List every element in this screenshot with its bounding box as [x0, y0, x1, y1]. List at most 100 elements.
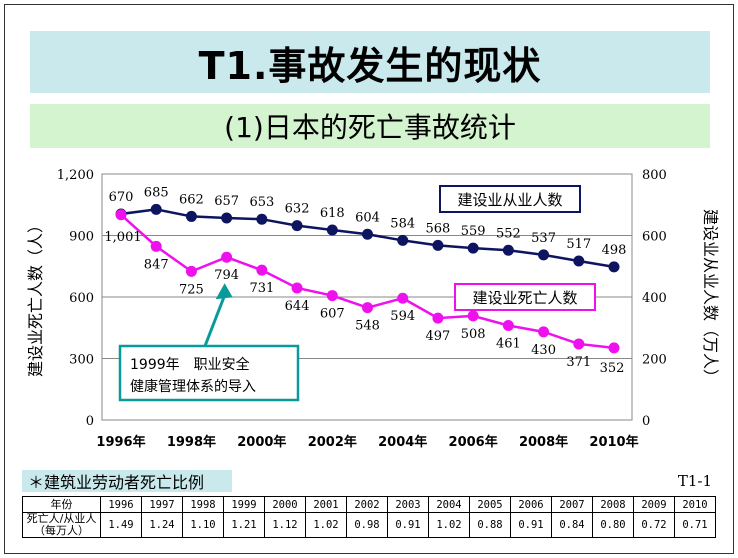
- workers-data-label: 662: [179, 192, 204, 207]
- deaths-data-label: 497: [426, 329, 451, 344]
- workers-data-label: 653: [249, 195, 274, 210]
- workers-point: [256, 213, 268, 225]
- y-left-tick-label: 900: [69, 230, 94, 245]
- workers-point: [185, 210, 197, 222]
- x-tick-label: 2002年: [308, 434, 357, 450]
- workers-data-label: 517: [566, 237, 591, 252]
- ratio-cell: 0.71: [674, 512, 716, 538]
- year-cell: 2009: [633, 496, 675, 513]
- workers-data-label: 568: [426, 221, 451, 236]
- workers-data-label: 537: [531, 231, 556, 246]
- workers-point: [291, 220, 303, 232]
- workers-point: [467, 242, 479, 254]
- year-header: 年份: [22, 496, 101, 513]
- workers-point: [150, 203, 162, 215]
- x-tick-label: 2004年: [378, 434, 427, 450]
- ratio-cell: 0.84: [551, 512, 593, 538]
- ratio-cell: 0.98: [346, 512, 388, 538]
- page-title: T1.事故发生的现状: [198, 43, 542, 88]
- deaths-data-label: 607: [320, 307, 345, 322]
- deaths-point: [115, 209, 127, 221]
- deaths-data-label: 794: [214, 268, 239, 283]
- y-right-tick-label: 800: [642, 168, 667, 183]
- y-left-tick-label: 300: [69, 353, 94, 368]
- deaths-point: [502, 319, 514, 331]
- year-cell: 2005: [469, 496, 511, 513]
- workers-legend-box: [439, 185, 581, 213]
- ratio-table: 年份 1996 1997 1998 1999 2000 2001 2002 20…: [22, 496, 716, 538]
- deaths-point: [362, 302, 373, 314]
- year-cell: 2003: [387, 496, 429, 513]
- slide-code: T1-1: [677, 472, 712, 490]
- y-right-tick-label: 0: [642, 414, 650, 429]
- deaths-data-label: 731: [249, 281, 274, 296]
- y-right-tick-label: 400: [642, 291, 667, 306]
- workers-point: [608, 261, 620, 273]
- workers-point: [573, 255, 585, 267]
- x-tick-label: 2006年: [449, 434, 498, 450]
- deaths-data-label: 725: [179, 282, 204, 297]
- deaths-point: [573, 338, 585, 350]
- year-cell: 2007: [551, 496, 593, 513]
- ratio-cell: 0.91: [510, 512, 552, 538]
- year-cell: 2004: [428, 496, 470, 513]
- ratio-cell: 0.80: [592, 512, 634, 538]
- year-cell: 2006: [510, 496, 552, 513]
- year-cell: 2010: [674, 496, 716, 513]
- y-right-tick-label: 200: [642, 353, 667, 368]
- year-cell: 1999: [223, 496, 265, 513]
- deaths-data-label: 594: [390, 309, 415, 324]
- y-left-tick-label: 0: [86, 414, 94, 429]
- footnote-label-box: ＊建筑业劳动者死亡比例: [22, 470, 232, 492]
- year-cell: 1998: [182, 496, 224, 513]
- year-cell: 2000: [264, 496, 306, 513]
- ratio-header: 死亡人/从业人 （每万人）: [22, 512, 101, 538]
- annotation-arrowhead: [215, 283, 233, 300]
- deaths-legend-label: 建设业死亡人数: [472, 289, 577, 307]
- y-left-tick-label: 600: [69, 291, 94, 306]
- ratio-cell: 1.49: [100, 512, 142, 538]
- workers-point: [502, 244, 514, 256]
- workers-data-label: 670: [109, 190, 134, 205]
- workers-point: [326, 224, 338, 236]
- ratio-cell: 0.72: [633, 512, 675, 538]
- deaths-point: [326, 290, 338, 302]
- deaths-data-label: 508: [461, 327, 486, 342]
- y-left-tick-label: 1,200: [57, 168, 94, 183]
- x-tick-label: 1998年: [167, 434, 216, 450]
- deaths-data-label: 847: [144, 257, 169, 272]
- workers-data-label: 618: [320, 206, 345, 221]
- ratio-table-ratio-row: 死亡人/从业人 （每万人） 1.49 1.24 1.10 1.21 1.12 1.…: [22, 512, 716, 538]
- y-right-axis-label: 建设业从业人数（万人）: [701, 209, 720, 385]
- workers-point: [397, 234, 409, 246]
- ratio-cell: 1.10: [182, 512, 224, 538]
- deaths-data-label: 430: [531, 343, 556, 358]
- deaths-point: [256, 264, 268, 276]
- ratio-header-line1: 死亡人/从业人: [26, 512, 97, 525]
- subtitle-banner: (1)日本的死亡事故统计: [30, 104, 710, 148]
- workers-data-label: 604: [355, 210, 380, 225]
- deaths-point: [185, 265, 197, 277]
- deaths-point: [397, 292, 409, 304]
- annotation-line1: 1999年 职业安全: [130, 356, 250, 373]
- deaths-point: [538, 326, 550, 338]
- ratio-cell: 1.21: [223, 512, 265, 538]
- deaths-point: [221, 251, 233, 263]
- ratio-table-year-row: 年份 1996 1997 1998 1999 2000 2001 2002 20…: [22, 496, 716, 513]
- deaths-data-label: 461: [496, 336, 521, 351]
- annotation-line2: 健康管理体系的导入: [130, 378, 256, 395]
- deaths-point: [467, 310, 479, 322]
- workers-data-label: 552: [496, 226, 521, 241]
- annotation-box: [118, 344, 300, 402]
- deaths-data-label: 1,001: [104, 230, 141, 245]
- title-banner: T1.事故发生的现状: [30, 31, 710, 93]
- ratio-cell: 1.02: [428, 512, 470, 538]
- workers-legend-label: 建设业从业人数: [457, 191, 562, 209]
- x-tick-label: 2000年: [237, 434, 286, 450]
- deaths-point: [150, 240, 162, 252]
- deaths-point: [291, 282, 303, 294]
- year-cell: 1997: [141, 496, 183, 513]
- annotation-arrow: [203, 294, 227, 347]
- ratio-cell: 1.12: [264, 512, 306, 538]
- workers-point: [538, 249, 550, 261]
